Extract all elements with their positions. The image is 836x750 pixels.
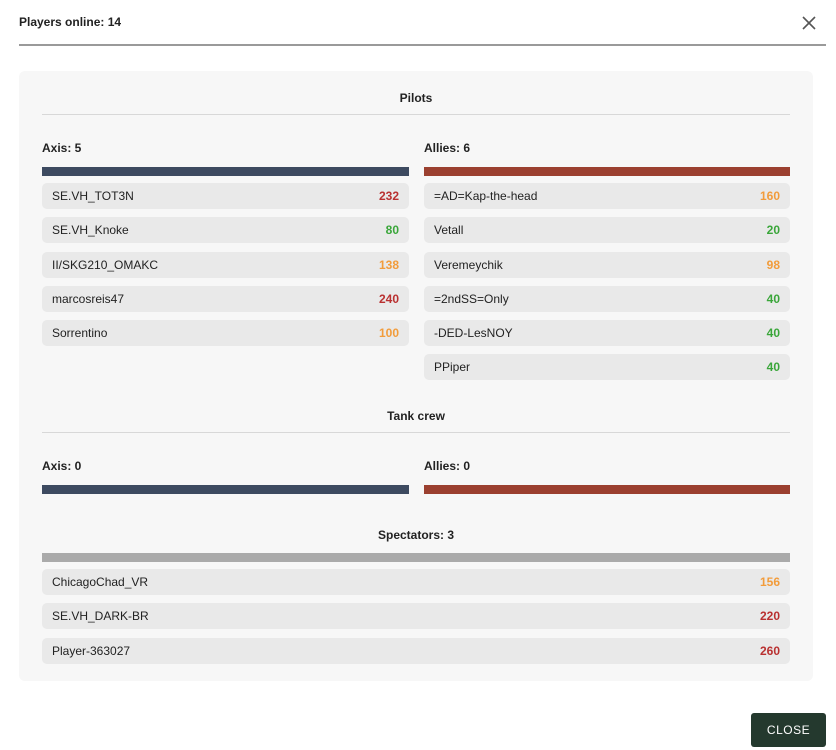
player-name: SE.VH_Knoke (52, 223, 129, 238)
tank-axis-bar (42, 485, 409, 494)
player-name: =AD=Kap-the-head (434, 189, 538, 203)
player-row[interactable]: SE.VH_TOT3N 232 (42, 183, 409, 209)
player-name: SE.VH_TOT3N (52, 189, 134, 203)
player-row[interactable]: marcosreis47 240 (42, 285, 409, 312)
tank-crew-section-title: Tank crew (387, 409, 445, 423)
player-row[interactable]: =AD=Kap-the-head 160 (424, 183, 790, 209)
player-score: 20 (766, 223, 780, 238)
close-x-icon[interactable] (800, 14, 818, 32)
pilots-axis-list: SE.VH_TOT3N 232 SE.VH_Knoke 80 II/SKG210_OMA… (42, 183, 409, 354)
pilots-axis-label: Axis: 5 (42, 141, 82, 155)
player-row[interactable]: PPiper 40 (424, 354, 790, 381)
player-score: 156 (759, 575, 780, 589)
pilots-allies-label: Allies: 6 (424, 141, 471, 155)
player-name: Player-363027 (52, 643, 131, 658)
player-score: 100 (378, 326, 399, 341)
player-name: Sorrentino (52, 326, 108, 341)
player-score: 40 (766, 291, 780, 306)
tank-allies-bar (424, 485, 790, 494)
player-row[interactable]: SE.VH_DARK-BR 220 (42, 603, 790, 630)
player-score: 232 (378, 189, 399, 203)
player-name: ChicagoChad_VR (52, 575, 149, 589)
spectators-bar (42, 553, 790, 562)
close-button[interactable]: CLOSE (751, 713, 826, 747)
player-row[interactable]: SE.VH_Knoke 80 (42, 217, 409, 244)
tank-allies-label: Allies: 0 (424, 459, 471, 473)
player-row[interactable]: Vetall 20 (424, 217, 790, 244)
player-score: 98 (766, 257, 780, 272)
player-row[interactable]: Veremeychik 98 (424, 251, 790, 278)
tank-crew-divider (42, 432, 790, 433)
player-score: 160 (759, 189, 780, 203)
pilots-divider (42, 114, 790, 115)
player-name: Vetall (434, 223, 464, 238)
pilots-allies-bar (424, 167, 790, 176)
player-name: -DED-LesNOY (434, 326, 513, 341)
spectators-section-title: Spectators: 3 (377, 528, 455, 542)
pilots-allies-list: =AD=Kap-the-head 160 Vetall 20 Veremeychik 98… (424, 183, 790, 389)
player-name: II/SKG210_OMAKC (52, 257, 159, 272)
player-row[interactable]: II/SKG210_OMAKC 138 (42, 251, 409, 278)
player-score: 220 (759, 609, 780, 624)
player-row[interactable]: Player-363027 260 (42, 637, 790, 664)
player-row[interactable]: =2ndSS=Only 40 (424, 285, 790, 312)
player-name: SE.VH_DARK-BR (52, 609, 149, 624)
player-score: 40 (766, 360, 780, 375)
pilots-axis-bar (42, 167, 409, 176)
player-score: 260 (759, 643, 780, 658)
player-score: 80 (385, 223, 399, 238)
players-panel: Pilots Axis: 5 Allies: 6 SE.VH_TOT3N 232 S… (19, 71, 813, 681)
player-name: =2ndSS=Only (434, 291, 509, 306)
dialog-header: Players online: 14 (19, 0, 826, 46)
player-name: PPiper (434, 360, 471, 375)
player-score: 240 (378, 291, 399, 306)
spectators-list: ChicagoChad_VR 156 SE.VH_DARK-BR 220 Player-… (42, 569, 790, 672)
player-name: marcosreis47 (52, 291, 125, 306)
pilots-section-title: Pilots (399, 91, 433, 105)
player-name: Veremeychik (434, 257, 503, 272)
players-online-title: Players online: 14 (19, 15, 122, 29)
player-score: 40 (766, 326, 780, 341)
player-score: 138 (378, 257, 399, 272)
player-row[interactable]: ChicagoChad_VR 156 (42, 569, 790, 595)
player-row[interactable]: -DED-LesNOY 40 (424, 320, 790, 347)
player-row[interactable]: Sorrentino 100 (42, 320, 409, 347)
tank-axis-label: Axis: 0 (42, 459, 82, 473)
